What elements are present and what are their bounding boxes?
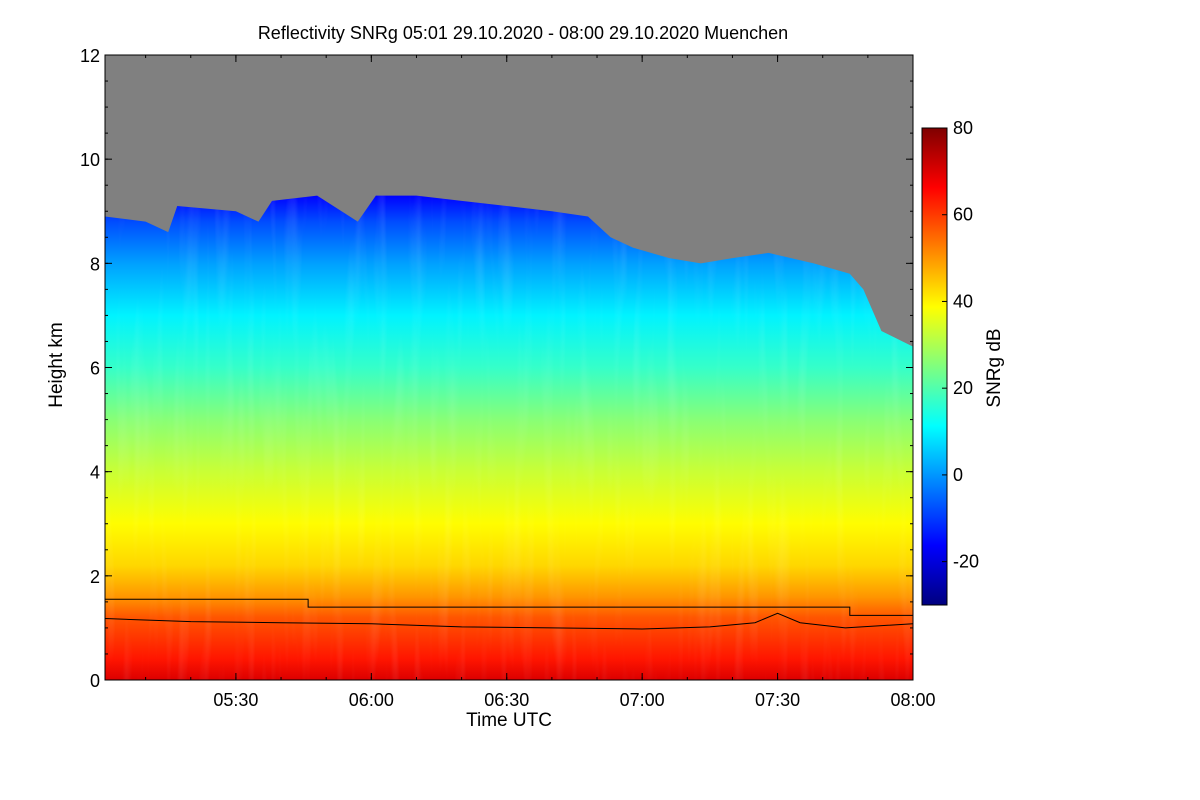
overlay-line-1: [105, 598, 913, 616]
x-tick-label: 06:00: [349, 690, 394, 710]
y-tick-label: 10: [80, 150, 100, 170]
y-tick-label: 0: [90, 671, 100, 691]
x-tick-label: 07:00: [620, 690, 665, 710]
y-tick-label: 8: [90, 254, 100, 274]
colorbar-gradient: [921, 127, 948, 606]
x-tick-label: 06:30: [484, 690, 529, 710]
x-tick-label: 05:30: [213, 690, 258, 710]
overlay-line-2: [105, 612, 913, 630]
colorbar-tick-label: 80: [953, 118, 973, 138]
colorbar-tick-label: 40: [953, 291, 973, 311]
x-tick-label: 07:30: [755, 690, 800, 710]
x-axis: 05:30 06:00 06:30 07:00 07:30 08:00: [145, 55, 936, 710]
chart-title: Reflectivity SNRg 05:01 29.10.2020 - 08:…: [258, 23, 788, 43]
colorbar-tick-label: 0: [953, 465, 963, 485]
y-axis-label: Height km: [46, 322, 67, 408]
y-tick-label: 2: [90, 567, 100, 587]
colorbar-tick-label: 20: [953, 378, 973, 398]
plot-area: [105, 55, 913, 680]
colorbar-tick-label: 60: [953, 205, 973, 225]
colorbar-tick-label: -20: [953, 552, 979, 572]
y-axis: 0 2 4 6 8 10 12: [80, 46, 913, 691]
x-tick-label: 08:00: [890, 690, 935, 710]
colorbar: -20 0 20 40 60 80: [921, 118, 979, 606]
colorbar-label: SNRg dB: [984, 328, 1005, 407]
y-tick-label: 12: [80, 46, 100, 66]
y-tick-label: 6: [90, 359, 100, 379]
x-axis-label: Time UTC: [466, 710, 552, 731]
y-tick-label: 4: [90, 463, 100, 483]
